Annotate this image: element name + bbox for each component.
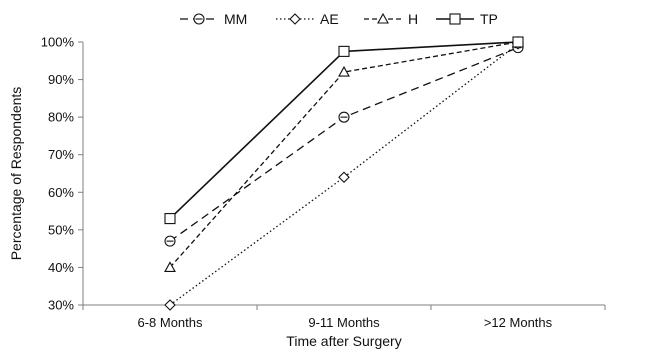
series-point-mm [164, 235, 176, 247]
series-line-mm [169, 47, 519, 242]
legend-label-h: H [408, 11, 418, 27]
legend-label-tp: TP [480, 11, 498, 27]
y-tick-label: 90% [48, 72, 74, 87]
y-tick-label: 50% [48, 222, 74, 237]
legend-item-ae: AE [276, 11, 339, 27]
x-tick-label: >12 Months [484, 315, 553, 330]
y-tick-label: 60% [48, 185, 74, 200]
x-tick-label: 6-8 Months [137, 315, 203, 330]
legend-marker-ae [289, 13, 301, 25]
y-axis-title: Percentage of Respondents [8, 87, 24, 261]
y-tick-label: 70% [48, 147, 74, 162]
series-point-mm [338, 111, 350, 123]
legend-item-tp: TP [436, 11, 498, 27]
x-axis-ticks: 6-8 Months 9-11 Months >12 Months [82, 305, 606, 330]
y-tick-label: 100% [41, 35, 75, 50]
x-tick-label: 9-11 Months [308, 315, 380, 330]
legend-label-mm: MM [224, 11, 247, 27]
series-point-h [164, 261, 176, 272]
legend-marker-tp [449, 13, 461, 25]
series-point-tp [164, 213, 176, 225]
y-axis-ticks: 30% 40% 50% 60% 70% 80% 90% 100% [41, 35, 83, 313]
legend-label-ae: AE [320, 11, 339, 27]
series-point-ae [338, 171, 350, 184]
y-tick-label: 30% [48, 298, 74, 313]
series-point-tp [338, 45, 350, 57]
legend-item-h: H [364, 11, 418, 27]
series-line-h [169, 41, 519, 268]
series-markers [164, 35, 524, 311]
series-point-h [338, 65, 350, 77]
series-point-tp [512, 36, 524, 48]
legend: MM AE H TP [180, 11, 498, 27]
series-point-ae [164, 299, 176, 311]
x-axis-title: Time after Surgery [286, 333, 401, 349]
legend-marker-h [377, 12, 389, 24]
legend-marker-mm [193, 13, 205, 25]
y-tick-label: 80% [48, 110, 74, 125]
y-tick-label: 40% [48, 260, 74, 275]
legend-item-mm: MM [180, 11, 247, 27]
